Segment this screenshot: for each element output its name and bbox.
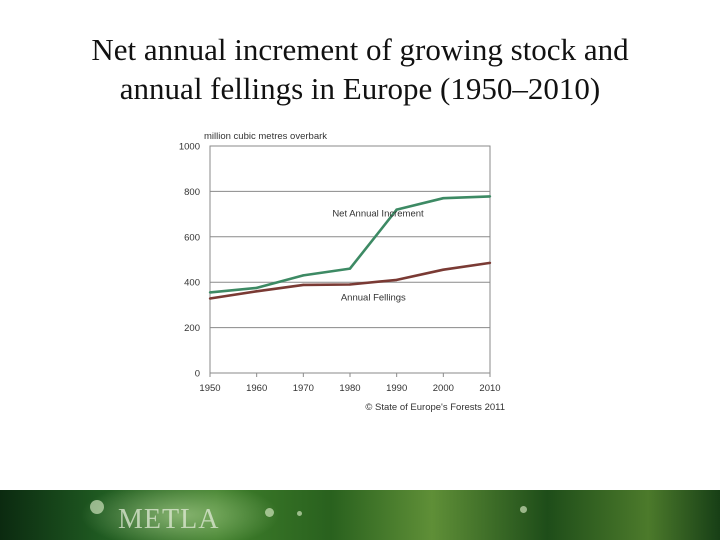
footer-glow: [80, 490, 280, 540]
grid-layer: [210, 190, 490, 329]
x-tick-label: 1980: [339, 383, 360, 394]
line-chart: 0 200 400 600 800 1000 1950 1960 1970 1980 1990 200…: [179, 131, 505, 413]
y-tick-label: 600: [184, 232, 200, 243]
data-point: [302, 274, 305, 277]
data-point: [348, 267, 352, 270]
series-label-2: Annual Fellings: [341, 292, 406, 303]
series-layer: Net Annual Increment Annual Fellings: [208, 195, 492, 303]
footer-dot: [297, 511, 302, 516]
footer-dot: [265, 508, 274, 517]
series-label-1: Net Annual Increment: [332, 208, 424, 219]
x-tick-label: 1970: [293, 383, 314, 394]
metla-logo: METLA: [118, 504, 220, 535]
data-point: [442, 197, 445, 200]
data-point: [255, 290, 258, 293]
data-point: [348, 283, 352, 286]
y-tick-label: 200: [184, 323, 200, 334]
y-tick-label: 400: [184, 278, 200, 289]
x-tick-label: 2000: [433, 383, 454, 394]
footer-dot: [520, 506, 527, 513]
x-tick-label: 1960: [246, 383, 267, 394]
data-point: [302, 283, 305, 287]
y-tick-label: 0: [195, 369, 200, 380]
data-point: [255, 286, 258, 290]
data-point: [208, 297, 212, 300]
y-axis-label: million cubic metres overbark: [204, 131, 327, 142]
plot-frame: [209, 145, 491, 374]
data-point: [488, 195, 492, 198]
data-point: [488, 261, 492, 265]
x-tick-label: 1990: [386, 383, 407, 394]
data-point: [208, 291, 212, 294]
y-tick-label: 800: [184, 187, 200, 198]
data-point: [395, 278, 398, 282]
chart: 0 200 400 600 800 1000 1950 1960 1970 1980 1990 200…: [160, 125, 520, 425]
slide-title: Net annual increment of growing stock an…: [0, 30, 720, 108]
data-point: [442, 268, 445, 271]
data-point: [395, 208, 398, 211]
footer-band: METLA: [0, 490, 720, 540]
tick-layer: 0 200 400 600 800 1000 1950 1960 1970 1980 1990 200…: [179, 142, 501, 395]
x-tick-label: 1950: [199, 383, 220, 394]
slide-title-line-2: annual fellings in Europe (1950–2010): [119, 71, 601, 106]
source-annotation: © State of Europe's Forests 2011: [365, 402, 505, 413]
y-tick-label: 1000: [179, 142, 200, 153]
footer-dot: [90, 500, 104, 514]
x-tick-label: 2010: [479, 383, 500, 394]
slide-title-line-1: Net annual increment of growing stock an…: [91, 32, 629, 67]
